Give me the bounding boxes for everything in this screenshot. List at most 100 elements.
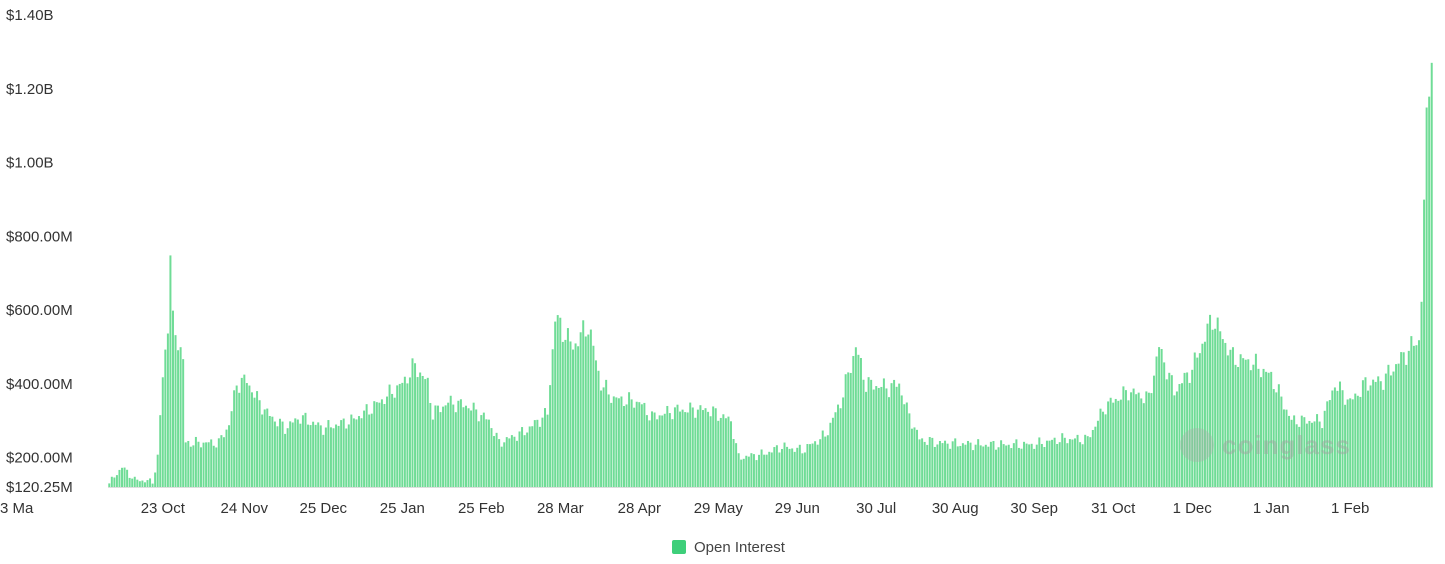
bar — [612, 396, 615, 487]
bar — [1405, 364, 1408, 487]
bar — [528, 426, 531, 487]
bar — [1359, 396, 1362, 487]
bar — [329, 427, 332, 487]
bar — [154, 472, 157, 487]
bar — [1397, 363, 1400, 487]
bar — [187, 440, 190, 487]
bar — [182, 359, 185, 487]
y-tick-label: $1.20B — [6, 81, 54, 98]
x-tick-label: 23 Oct — [141, 500, 186, 517]
y-tick-label: $600.00M — [6, 302, 73, 319]
bar — [284, 433, 287, 487]
bar — [240, 377, 243, 487]
bar — [1010, 448, 1013, 487]
bar — [648, 420, 651, 487]
bar — [498, 439, 501, 487]
bar — [279, 418, 281, 487]
bar — [699, 405, 702, 487]
bar — [393, 397, 396, 487]
bar — [143, 482, 146, 487]
bar — [457, 400, 460, 487]
bar — [123, 467, 126, 487]
bar — [487, 419, 490, 487]
bar — [505, 437, 508, 487]
bar — [1430, 62, 1433, 487]
bar — [1155, 356, 1158, 487]
bar — [1221, 339, 1224, 487]
bar — [1038, 437, 1041, 487]
bar — [538, 426, 541, 487]
bar — [837, 404, 840, 487]
bar — [1247, 359, 1250, 487]
bar — [1191, 369, 1194, 487]
bar — [742, 458, 745, 487]
bar — [1252, 364, 1255, 487]
bar — [701, 410, 704, 487]
bar — [916, 429, 919, 487]
bar — [796, 447, 799, 487]
bar — [546, 414, 549, 487]
bar — [997, 447, 1000, 487]
bar — [1300, 415, 1303, 487]
bar — [416, 377, 419, 487]
bar — [110, 476, 113, 487]
bar — [332, 428, 335, 487]
bar — [615, 397, 618, 487]
bar — [184, 442, 187, 487]
bar — [1188, 382, 1191, 487]
bar — [1372, 379, 1375, 487]
bar — [635, 401, 638, 487]
bar — [594, 360, 597, 487]
y-tick-label: $1.00B — [6, 155, 54, 172]
bar — [1181, 383, 1184, 487]
bar — [462, 407, 465, 487]
bar — [434, 405, 437, 487]
bar — [1400, 352, 1403, 487]
bar — [1293, 415, 1296, 487]
bar — [1328, 400, 1331, 487]
bar — [301, 415, 304, 487]
bar — [363, 410, 366, 487]
bar — [1244, 359, 1247, 487]
bar — [408, 377, 411, 487]
bar — [1392, 371, 1395, 487]
x-tick-label: 28 Apr — [618, 500, 661, 517]
bar — [961, 443, 964, 487]
bar — [1231, 347, 1234, 487]
bar — [1170, 375, 1173, 487]
bar — [398, 383, 401, 487]
bar — [503, 442, 506, 487]
bar — [865, 391, 868, 487]
bar — [235, 385, 238, 487]
bar — [1239, 354, 1242, 487]
bar — [225, 429, 228, 487]
legend-label: Open Interest — [694, 538, 785, 556]
bar — [972, 450, 975, 487]
bar — [987, 446, 990, 487]
bar — [421, 375, 424, 487]
bar — [1099, 408, 1102, 487]
bar — [809, 444, 811, 487]
bar — [202, 442, 205, 487]
bar — [933, 446, 936, 487]
bar — [872, 389, 875, 487]
y-tick-label: $400.00M — [6, 376, 73, 393]
bar — [844, 374, 847, 487]
bar — [380, 399, 383, 487]
bar — [271, 416, 274, 487]
bar — [966, 440, 969, 487]
bar — [831, 417, 834, 487]
bar — [465, 405, 467, 487]
bar — [656, 419, 659, 487]
legend[interactable]: Open Interest — [672, 537, 785, 557]
bar — [1288, 415, 1291, 487]
bar — [745, 455, 748, 487]
bar — [1407, 350, 1410, 487]
bar — [352, 418, 355, 487]
bar — [1119, 399, 1122, 487]
bar — [918, 439, 921, 487]
bar — [900, 395, 903, 487]
bar — [1074, 438, 1076, 487]
bar — [1374, 381, 1377, 487]
